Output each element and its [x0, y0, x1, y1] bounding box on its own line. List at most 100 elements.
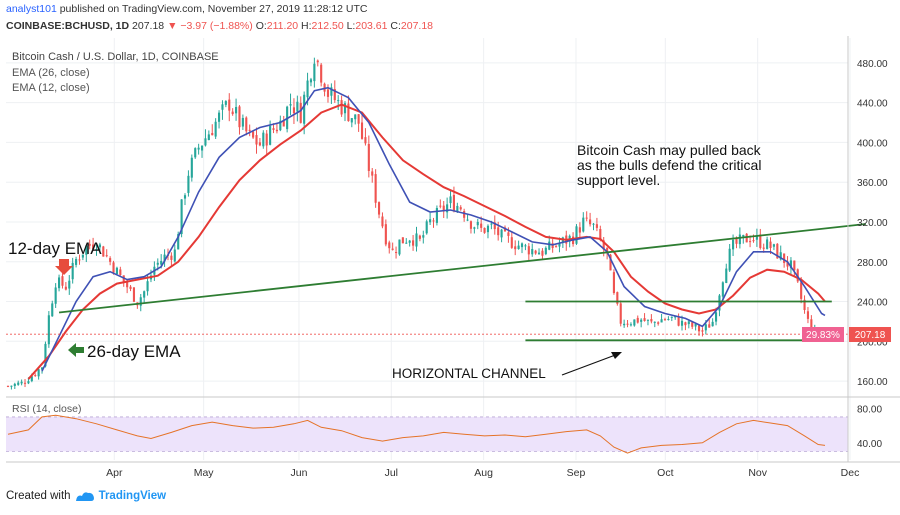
- candle-body: [221, 104, 224, 110]
- time-axis[interactable]: Apr May Jun Jul Aug Sep Oct Nov Dec: [106, 467, 859, 479]
- price-tick-label: 200.00: [857, 337, 888, 348]
- candle-body: [718, 295, 721, 311]
- candle-body: [129, 286, 132, 289]
- candle-body: [687, 321, 690, 325]
- candle-body: [735, 238, 738, 244]
- candle-body: [316, 60, 319, 63]
- candle-body: [636, 317, 639, 323]
- candle-body: [800, 282, 803, 299]
- candle-body: [272, 128, 275, 130]
- candle-body: [415, 233, 418, 247]
- time-tick-label: Aug: [474, 467, 493, 479]
- candle-body: [34, 375, 37, 377]
- published-text: published on TradingView.com, November 2…: [59, 3, 368, 15]
- annotation-ema26: 26-day EMA: [87, 342, 181, 361]
- candle-body: [633, 319, 636, 326]
- candle-body: [388, 242, 391, 249]
- time-tick-label: Dec: [841, 467, 860, 479]
- last-price-badge-text: 207.18: [855, 330, 886, 341]
- candle-body: [306, 80, 309, 98]
- candle-body: [330, 87, 333, 96]
- tradingview-link[interactable]: TradingView: [98, 490, 167, 502]
- candle-body: [44, 343, 47, 367]
- candle-body: [704, 324, 707, 331]
- candle-body: [265, 133, 268, 146]
- change-value: ▼ −3.97 (−1.88%): [167, 20, 253, 32]
- candle-body: [609, 254, 612, 271]
- candle-body: [486, 225, 490, 233]
- candle-body: [10, 385, 13, 387]
- candle-body: [245, 117, 248, 132]
- candle-body: [395, 252, 398, 254]
- candle-body: [589, 219, 592, 225]
- candle-body: [105, 255, 108, 257]
- rsi-tick-label: 80.00: [857, 404, 882, 415]
- price-tick-label: 480.00: [857, 59, 888, 70]
- candle-body: [660, 319, 663, 323]
- support-trendline: [58, 223, 866, 314]
- low-label: L:: [346, 20, 356, 32]
- candle-body: [629, 324, 633, 326]
- candle-body: [541, 250, 544, 256]
- candle-body: [463, 211, 466, 218]
- last-value: 207.18: [132, 20, 165, 32]
- candle-body: [728, 248, 731, 271]
- candle-body: [789, 260, 793, 269]
- candle-body: [779, 252, 782, 260]
- candle-body: [235, 106, 238, 114]
- candle-body: [139, 297, 142, 306]
- candle-body: [480, 223, 483, 228]
- candle-body: [510, 237, 513, 248]
- candle-body: [749, 241, 752, 243]
- candle-body: [163, 254, 166, 262]
- candle-body: [578, 227, 581, 233]
- candle-body: [769, 241, 772, 249]
- candle-body: [721, 282, 724, 297]
- candle-body: [446, 204, 449, 213]
- time-tick-label: Sep: [567, 467, 586, 479]
- low-value: 203.61: [355, 20, 388, 32]
- candle-body: [248, 129, 251, 131]
- candle-body: [98, 244, 101, 248]
- tradingview-logo-icon: [75, 492, 94, 501]
- candles: [6, 57, 827, 390]
- candle-body: [204, 138, 207, 146]
- candle-body: [752, 240, 755, 242]
- candle-body: [217, 112, 221, 122]
- candle-body: [623, 323, 626, 326]
- candle-body: [173, 249, 176, 262]
- candle-body: [194, 148, 197, 158]
- legend-rsi: RSI (14, close): [12, 403, 81, 415]
- rsi-axis[interactable]: 40.00 80.00: [857, 404, 882, 449]
- candle-body: [697, 325, 701, 332]
- candle-body: [766, 239, 769, 249]
- price-tick-label: 160.00: [857, 377, 888, 388]
- candle-body: [425, 221, 428, 234]
- candle-body: [320, 64, 323, 83]
- candle-body: [524, 245, 527, 247]
- candle-body: [92, 244, 95, 250]
- candle-body: [551, 243, 554, 249]
- price-tick-label: 400.00: [857, 138, 888, 149]
- candle-body: [126, 281, 129, 288]
- candle-body: [187, 175, 190, 193]
- candle-body: [354, 114, 357, 120]
- candle-body: [554, 246, 558, 248]
- author-link[interactable]: analyst101: [6, 3, 57, 15]
- candle-body: [708, 324, 711, 328]
- candle-body: [612, 272, 615, 294]
- time-tick-label: Jun: [290, 467, 307, 479]
- candle-body: [412, 240, 415, 246]
- candle-body: [514, 246, 517, 250]
- candle-body: [30, 376, 33, 382]
- candle-body: [115, 267, 118, 275]
- candle-body: [81, 254, 84, 258]
- price-axis[interactable]: 160.00 200.00 240.00 280.00 320.00 360.00 400.…: [857, 59, 888, 388]
- candle-body: [738, 234, 741, 245]
- candle-body: [582, 217, 585, 232]
- candle-body: [102, 246, 105, 257]
- close-label: C:: [390, 20, 401, 32]
- candle-body: [289, 104, 292, 106]
- candle-body: [616, 292, 619, 304]
